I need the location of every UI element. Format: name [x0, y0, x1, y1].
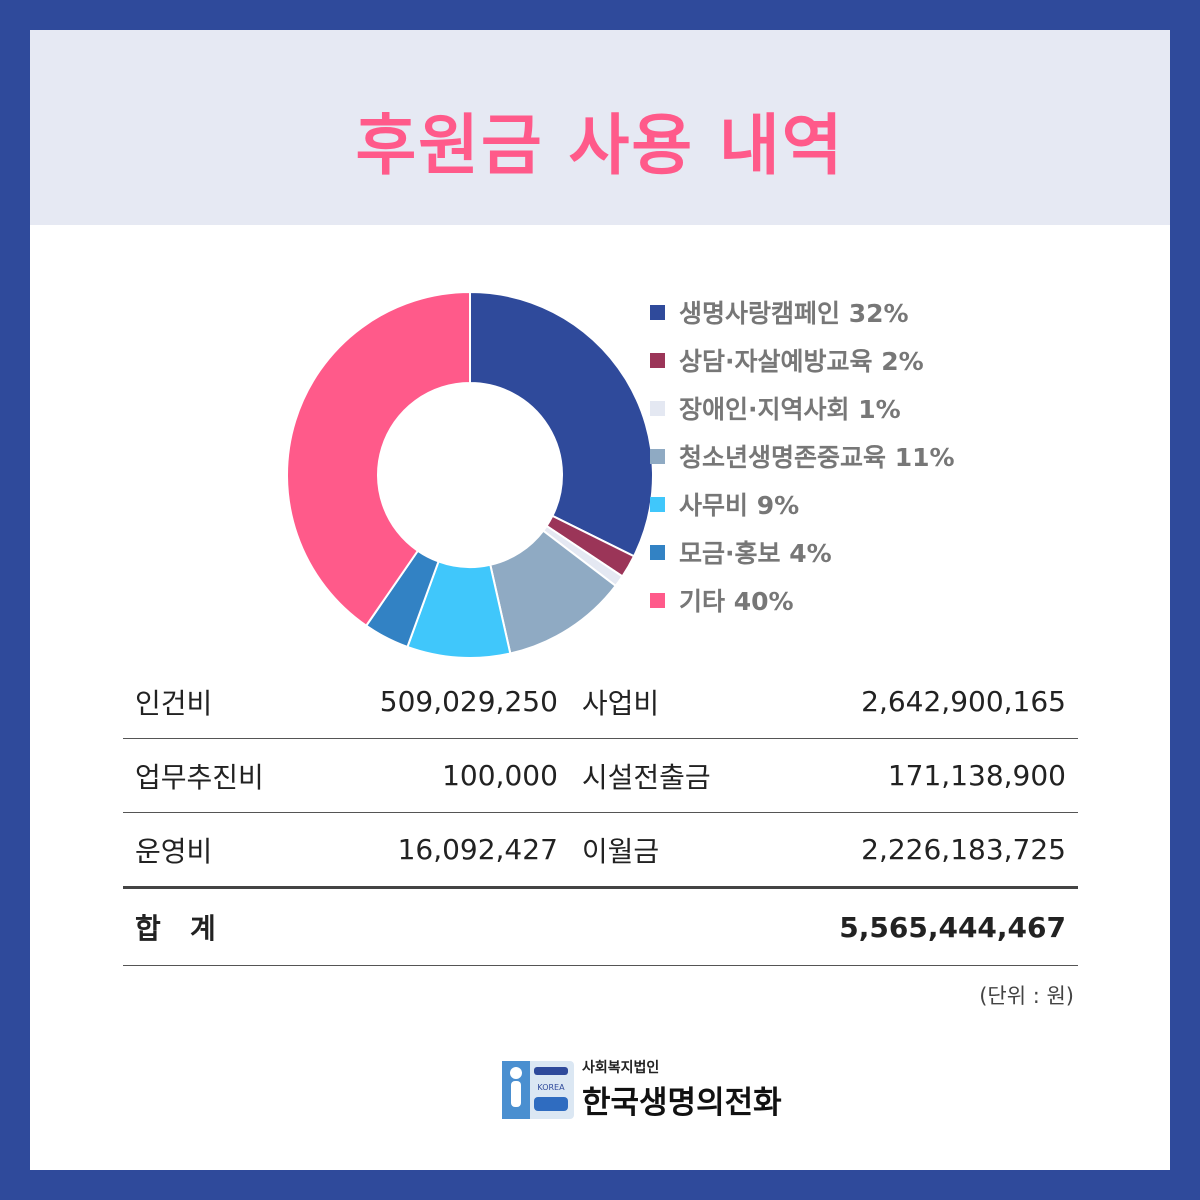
legend-item: 생명사랑캠페인 32%: [650, 288, 955, 336]
chart-legend: 생명사랑캠페인 32% 상담·자살예방교육 2% 장애인·지역사회 1% 청소년…: [650, 288, 955, 624]
legend-swatch: [650, 448, 665, 464]
donut-chart: [286, 290, 654, 659]
total-row: 합 계 5,565,444,467: [123, 887, 1078, 966]
row-label: 사업비: [569, 665, 763, 739]
legend-item: 기타 40%: [650, 576, 955, 624]
row-label: 운영비: [123, 812, 316, 889]
donut-slice-1: [469, 290, 654, 558]
logo-subtitle: 사회복지법인: [582, 1060, 660, 1076]
legend-item: 상담·자살예방교육 2%: [650, 336, 955, 384]
table-row: 운영비 16,092,427 이월금 2,226,183,725: [123, 812, 1078, 889]
row-value: 509,029,250: [315, 665, 570, 739]
table-row: 업무추진비 100,000 시설전출금 171,138,900: [123, 738, 1078, 813]
legend-label: 생명사랑캠페인 32%: [679, 299, 909, 328]
row-value: 16,092,427: [315, 812, 570, 889]
row-label: 업무추진비: [123, 738, 316, 813]
row-value: 2,642,900,165: [762, 665, 1078, 739]
donut-slices: [286, 290, 654, 659]
legend-swatch: [650, 592, 665, 608]
page-title: 후원금 사용 내역: [355, 107, 845, 184]
legend-item: 모금·홍보 4%: [650, 528, 955, 576]
unit-note: (단위 : 원): [979, 984, 1074, 1008]
row-label: 이월금: [569, 812, 763, 889]
donut-slice-7: [286, 290, 471, 628]
header: 후원금 사용 내역: [30, 30, 1170, 225]
legend-label: 기타 40%: [679, 587, 794, 616]
legend-swatch: [650, 544, 665, 560]
row-value: 100,000: [315, 738, 570, 813]
legend-label: 상담·자살예방교육 2%: [679, 347, 924, 376]
legend-item: 사무비 9%: [650, 480, 955, 528]
emblem-icon: KOREA: [502, 1060, 574, 1119]
table-row: 인건비 509,029,250 사업비 2,642,900,165: [123, 665, 1078, 739]
logo-name: 한국생명의전화: [582, 1085, 782, 1121]
legend-item: 장애인·지역사회 1%: [650, 384, 955, 432]
emblem-text: KOREA: [537, 1083, 565, 1092]
card: 후원금 사용 내역 생명사랑캠페인 32% 상담·자살예방교육 2% 장애인·지…: [30, 30, 1170, 1170]
row-label: 인건비: [123, 665, 316, 739]
legend-label: 청소년생명존중교육 11%: [679, 443, 955, 472]
legend-swatch: [650, 496, 665, 512]
legend-item: 청소년생명존중교육 11%: [650, 432, 955, 480]
legend-label: 장애인·지역사회 1%: [679, 395, 901, 424]
logo-text: 사회복지법인 한국생명의전화: [582, 1057, 782, 1122]
legend-label: 모금·홍보 4%: [679, 539, 832, 568]
total-label: 합 계: [123, 887, 316, 966]
org-logo: KOREA 사회복지법인 한국생명의전화: [502, 1057, 782, 1122]
row-value: 2,226,183,725: [762, 812, 1078, 889]
expense-table: 인건비 509,029,250 사업비 2,642,900,165 업무추진비 …: [123, 665, 1078, 966]
total-value: 5,565,444,467: [762, 887, 1078, 966]
legend-swatch: [650, 400, 665, 416]
row-label: 시설전출금: [569, 738, 763, 813]
legend-label: 사무비 9%: [679, 491, 800, 520]
legend-swatch: [650, 352, 665, 368]
legend-swatch: [650, 304, 665, 320]
row-value: 171,138,900: [762, 738, 1078, 813]
